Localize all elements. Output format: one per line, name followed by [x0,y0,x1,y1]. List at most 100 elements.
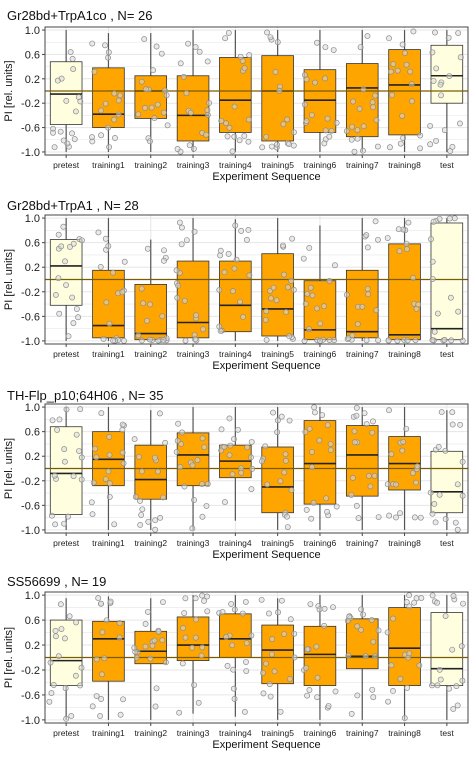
data-point [386,512,393,519]
data-point [137,521,144,528]
data-point [105,49,112,56]
data-point [106,480,113,487]
data-point [306,425,313,432]
box-training1 [92,596,125,720]
box-training3 [176,595,210,714]
data-point [203,502,210,509]
data-point [326,278,333,284]
data-point [151,115,158,122]
data-point [351,148,358,155]
data-point [326,337,333,343]
data-point [403,61,410,68]
data-point [199,435,206,442]
data-point [451,215,458,222]
data-point [370,418,376,425]
data-point [52,627,59,634]
box-training3 [176,30,210,152]
box-body [134,284,168,341]
x-tick-label: training1 [92,538,125,548]
data-point [67,49,74,56]
data-point [309,448,315,455]
data-point [267,693,274,700]
data-point [160,336,167,343]
data-point [196,48,203,55]
data-point [61,446,68,453]
data-point [112,135,118,141]
data-point [204,608,211,615]
data-point [348,710,355,717]
data-point [152,517,159,524]
data-point [390,61,397,68]
data-point [356,105,363,112]
data-point [262,443,269,450]
x-tick-label: training5 [261,160,294,170]
data-point [406,592,413,599]
data-point [135,111,142,118]
data-point [97,713,104,719]
data-point [60,223,67,230]
data-point [390,615,396,622]
data-point [399,112,406,119]
data-point [408,98,415,105]
data-point [350,98,357,105]
data-point [438,409,445,416]
data-point [191,228,198,235]
data-point [106,433,113,440]
x-tick-label: training1 [92,349,125,359]
box-body [261,253,294,337]
data-point [274,429,281,436]
data-point [304,290,311,297]
x-tick-label: pretest [53,538,80,548]
data-point [56,416,63,423]
data-point [102,235,109,242]
data-point [106,451,113,458]
data-point [365,472,372,479]
x-tick-label: training8 [388,538,421,548]
points-training1 [89,40,124,150]
data-point [353,412,360,419]
data-point [308,515,315,522]
data-point [61,458,68,465]
data-point [249,465,256,472]
data-point [270,409,277,416]
y-axis-title: PI [rel. units] [3,627,15,688]
data-point [433,137,440,144]
data-point [395,226,402,233]
x-axis-title: Experiment Sequence [212,739,320,751]
data-point [327,447,334,453]
data-point [258,596,265,603]
data-point [362,653,369,660]
data-point [301,337,308,344]
data-point [146,336,153,343]
data-point [175,420,182,427]
data-point [63,97,70,104]
data-point [374,143,381,150]
data-point [263,133,270,140]
data-point [62,258,68,265]
data-point [181,610,188,617]
box-training5 [261,30,294,152]
data-point [229,471,236,478]
data-point [372,218,379,225]
data-point [231,606,238,613]
data-point [70,320,77,327]
data-point [203,131,210,138]
points-training5 [259,409,295,530]
x-tick-label: training5 [261,349,294,359]
data-point [264,481,271,488]
points-training7 [348,404,382,522]
data-point [403,599,410,606]
data-point [276,87,283,94]
data-point [333,119,340,126]
data-point [141,36,148,43]
data-point [333,503,340,510]
data-point [264,29,270,36]
data-point [63,406,70,413]
data-point [93,656,100,663]
points-training3 [174,40,213,155]
data-point [54,426,61,433]
data-point [375,627,382,634]
data-point [291,654,298,661]
y-tick-label: -1.0 [21,336,40,348]
data-point [153,685,160,692]
